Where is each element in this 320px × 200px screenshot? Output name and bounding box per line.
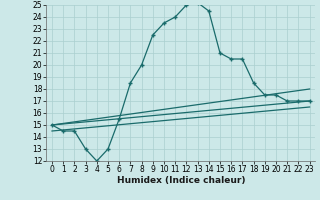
X-axis label: Humidex (Indice chaleur): Humidex (Indice chaleur): [116, 176, 245, 185]
